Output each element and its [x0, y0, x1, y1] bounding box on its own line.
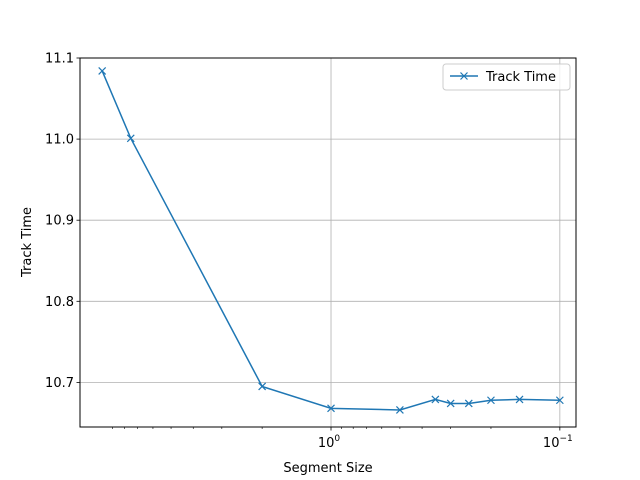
plot-frame [79, 57, 577, 428]
legend-box [442, 63, 571, 91]
marker-stroke [555, 396, 564, 405]
series-layer [98, 67, 564, 414]
marker-stroke [460, 72, 468, 80]
axis-ticks: 10.7 10.8 10.9 11.0 11.1 100 10−1 [45, 52, 573, 452]
marker-stroke [515, 395, 524, 404]
y-tick-label: 10.8 [45, 295, 74, 310]
y-tick-label: 10.9 [45, 214, 74, 229]
data-point-marker [126, 134, 135, 143]
legend-marker [460, 72, 468, 80]
marker-stroke [395, 406, 404, 414]
data-point-marker [446, 399, 455, 408]
marker-stroke [327, 404, 335, 413]
legend-label: Track Time [485, 70, 556, 85]
data-point-marker [327, 404, 335, 413]
marker-stroke [464, 399, 473, 408]
marker-stroke [258, 382, 267, 391]
y-axis-label: Track Time [20, 207, 35, 278]
x-tick-label: 100 [318, 434, 341, 451]
marker-stroke [446, 399, 455, 408]
marker-stroke [98, 67, 107, 75]
legend: Track Time [442, 63, 571, 91]
marker-stroke [431, 395, 440, 404]
data-point-marker [487, 396, 495, 405]
marker-stroke [126, 134, 135, 143]
data-point-marker [98, 67, 107, 75]
x-tick-label: 10−1 [543, 434, 573, 451]
y-tick-label: 11.1 [45, 52, 74, 67]
y-tick-label: 11.0 [45, 133, 74, 148]
y-tick-label: 10.7 [45, 376, 74, 391]
data-point-marker [431, 395, 440, 404]
marker-stroke [487, 396, 495, 405]
grid [80, 57, 576, 427]
data-point-marker [464, 399, 473, 408]
x-axis-label: Segment Size [283, 461, 372, 476]
data-point-marker [555, 396, 564, 405]
data-point-marker [395, 406, 404, 414]
data-point-marker [515, 395, 524, 404]
data-point-marker [258, 382, 267, 391]
